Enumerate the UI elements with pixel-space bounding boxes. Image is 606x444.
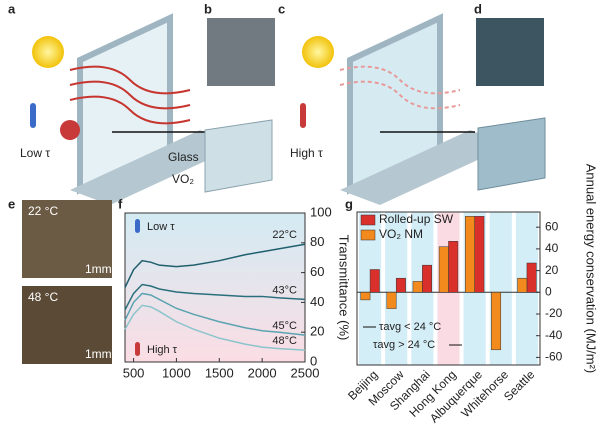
y-tick-label: 20 xyxy=(545,263,559,277)
bar xyxy=(412,281,423,293)
bar xyxy=(360,292,371,301)
bar xyxy=(517,277,528,293)
panel-label: a xyxy=(8,1,16,16)
scale-bar-label: 1mm xyxy=(85,347,112,361)
bar xyxy=(491,292,502,351)
panel-label: b xyxy=(204,1,212,16)
y-tick-label: -20 xyxy=(545,306,563,320)
illustration-a xyxy=(30,13,240,205)
panel-label: f xyxy=(118,196,123,211)
legend-swatch xyxy=(360,229,376,241)
scale-bar-label: 1mm xyxy=(85,262,112,276)
bar xyxy=(464,216,475,293)
ray xyxy=(69,80,191,110)
data-line xyxy=(124,243,306,288)
layer-label: Glass xyxy=(168,150,199,164)
y-tick-label: 0 xyxy=(310,353,317,368)
y-tick-label: 40 xyxy=(545,241,559,255)
bar xyxy=(526,262,537,293)
bar xyxy=(369,269,380,293)
sun xyxy=(302,36,334,68)
legend-swatch xyxy=(360,214,376,226)
bar xyxy=(448,241,459,293)
sem-image xyxy=(476,18,544,86)
illustration-c xyxy=(300,13,510,205)
sill xyxy=(340,130,510,205)
y-tick-label: 20 xyxy=(310,324,324,339)
y-tick-label: 60 xyxy=(310,264,324,279)
x-tick-label: 500 xyxy=(123,365,145,380)
annotation: τavg > 24 °C xyxy=(373,339,435,351)
ray xyxy=(69,65,191,95)
layer-label: VO₂ xyxy=(172,172,194,186)
legend-label: VO₂ NM xyxy=(379,227,423,241)
line-label: 43°C xyxy=(272,284,297,296)
y-tick-label: 100 xyxy=(310,204,332,219)
y-axis-label: Transmittance (%) xyxy=(337,235,352,341)
x-tick-label: 1000 xyxy=(162,365,191,380)
annotation: Low τ xyxy=(147,221,175,233)
y-tick-label: 40 xyxy=(310,294,324,309)
photo xyxy=(22,286,112,364)
ray xyxy=(69,95,191,125)
panel-label: c xyxy=(278,1,285,16)
sem-image xyxy=(207,18,275,86)
data-line xyxy=(124,304,306,351)
ray xyxy=(339,65,461,95)
x-tick-label: 2000 xyxy=(248,365,277,380)
y-tick-label: -60 xyxy=(545,350,563,364)
photo-temp: 48 °C xyxy=(28,290,58,304)
ray xyxy=(339,80,461,110)
data-line xyxy=(124,292,306,336)
y-axis-label: Annual energy conservation (MJ/m²) xyxy=(584,164,599,374)
legend-label: Rolled-up SW xyxy=(379,212,454,226)
line-label: 45°C xyxy=(272,320,297,332)
photo xyxy=(22,200,112,278)
sun xyxy=(32,36,64,68)
glass-panel xyxy=(204,119,273,193)
panel-label: e xyxy=(8,196,15,211)
bar xyxy=(395,277,406,293)
thermometer xyxy=(300,103,306,128)
panel-label: d xyxy=(474,1,482,16)
annotation: High τ xyxy=(147,344,178,356)
sill xyxy=(70,130,240,205)
thermometer xyxy=(30,103,36,128)
bar xyxy=(422,264,433,293)
x-tick-label: 2500 xyxy=(291,365,320,380)
state-label: Low τ xyxy=(20,146,50,160)
flower xyxy=(60,120,80,140)
plot-frame xyxy=(356,211,541,366)
thermometer-icon xyxy=(135,342,140,356)
line-label: 48°C xyxy=(272,335,297,347)
thermometer-icon xyxy=(135,219,140,233)
state-label: High τ xyxy=(290,146,323,160)
panel-label: g xyxy=(345,196,353,211)
bar xyxy=(474,216,485,293)
bar xyxy=(438,246,449,293)
glass-panel xyxy=(477,117,546,191)
y-tick-label: 60 xyxy=(545,219,559,233)
annotation: τavg < 24 °C xyxy=(379,321,441,333)
data-line xyxy=(124,283,306,311)
y-tick-label: -40 xyxy=(545,328,563,342)
photo-temp: 22 °C xyxy=(28,204,58,218)
y-tick-label: 0 xyxy=(545,284,552,298)
x-tick-label: 1500 xyxy=(205,365,234,380)
bar xyxy=(386,292,397,309)
y-tick-label: 80 xyxy=(310,234,324,249)
line-label: 22°C xyxy=(272,229,297,241)
